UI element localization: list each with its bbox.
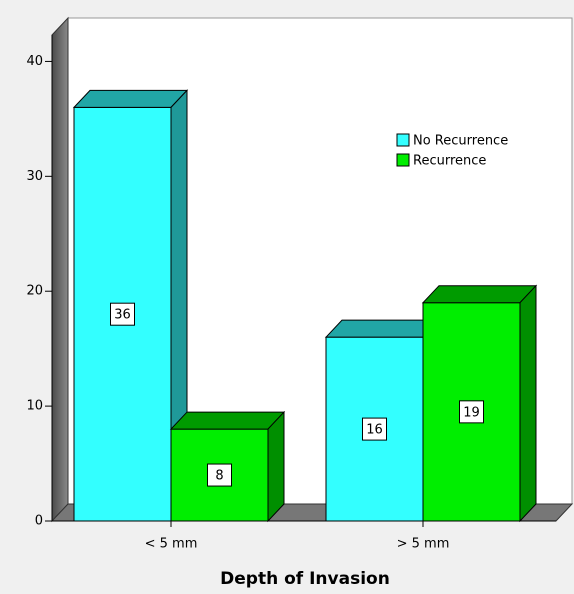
value-label-box (110, 302, 135, 326)
x-tick-label: > 5 mm (397, 537, 450, 552)
left-wall (51, 16, 69, 523)
y-tick-label: 10 (26, 399, 43, 414)
value-label-box (459, 400, 484, 424)
bar-top (169, 411, 286, 430)
y-tick-label: 40 (26, 54, 43, 69)
value-label: 8 (215, 469, 223, 484)
value-label: 19 (463, 405, 480, 420)
x-tick-label: < 5 mm (145, 537, 198, 552)
x-axis-title: Depth of Invasion (220, 569, 390, 589)
value-label-box (207, 463, 232, 487)
bar-side (267, 410, 285, 523)
bar-top (72, 89, 189, 108)
legend-label: No Recurrence (413, 134, 508, 149)
y-tick-label: 0 (35, 514, 43, 529)
legend-swatch (396, 153, 410, 167)
bar-top (421, 285, 538, 304)
bar-side (519, 284, 537, 523)
value-label: 16 (366, 423, 383, 438)
value-label-box (362, 417, 387, 441)
y-tick-label: 30 (26, 169, 43, 184)
value-label: 36 (114, 308, 131, 323)
bar-top (324, 319, 441, 338)
legend-label: Recurrence (413, 154, 486, 169)
y-tick-label: 20 (26, 284, 43, 299)
legend-swatch (396, 133, 410, 147)
